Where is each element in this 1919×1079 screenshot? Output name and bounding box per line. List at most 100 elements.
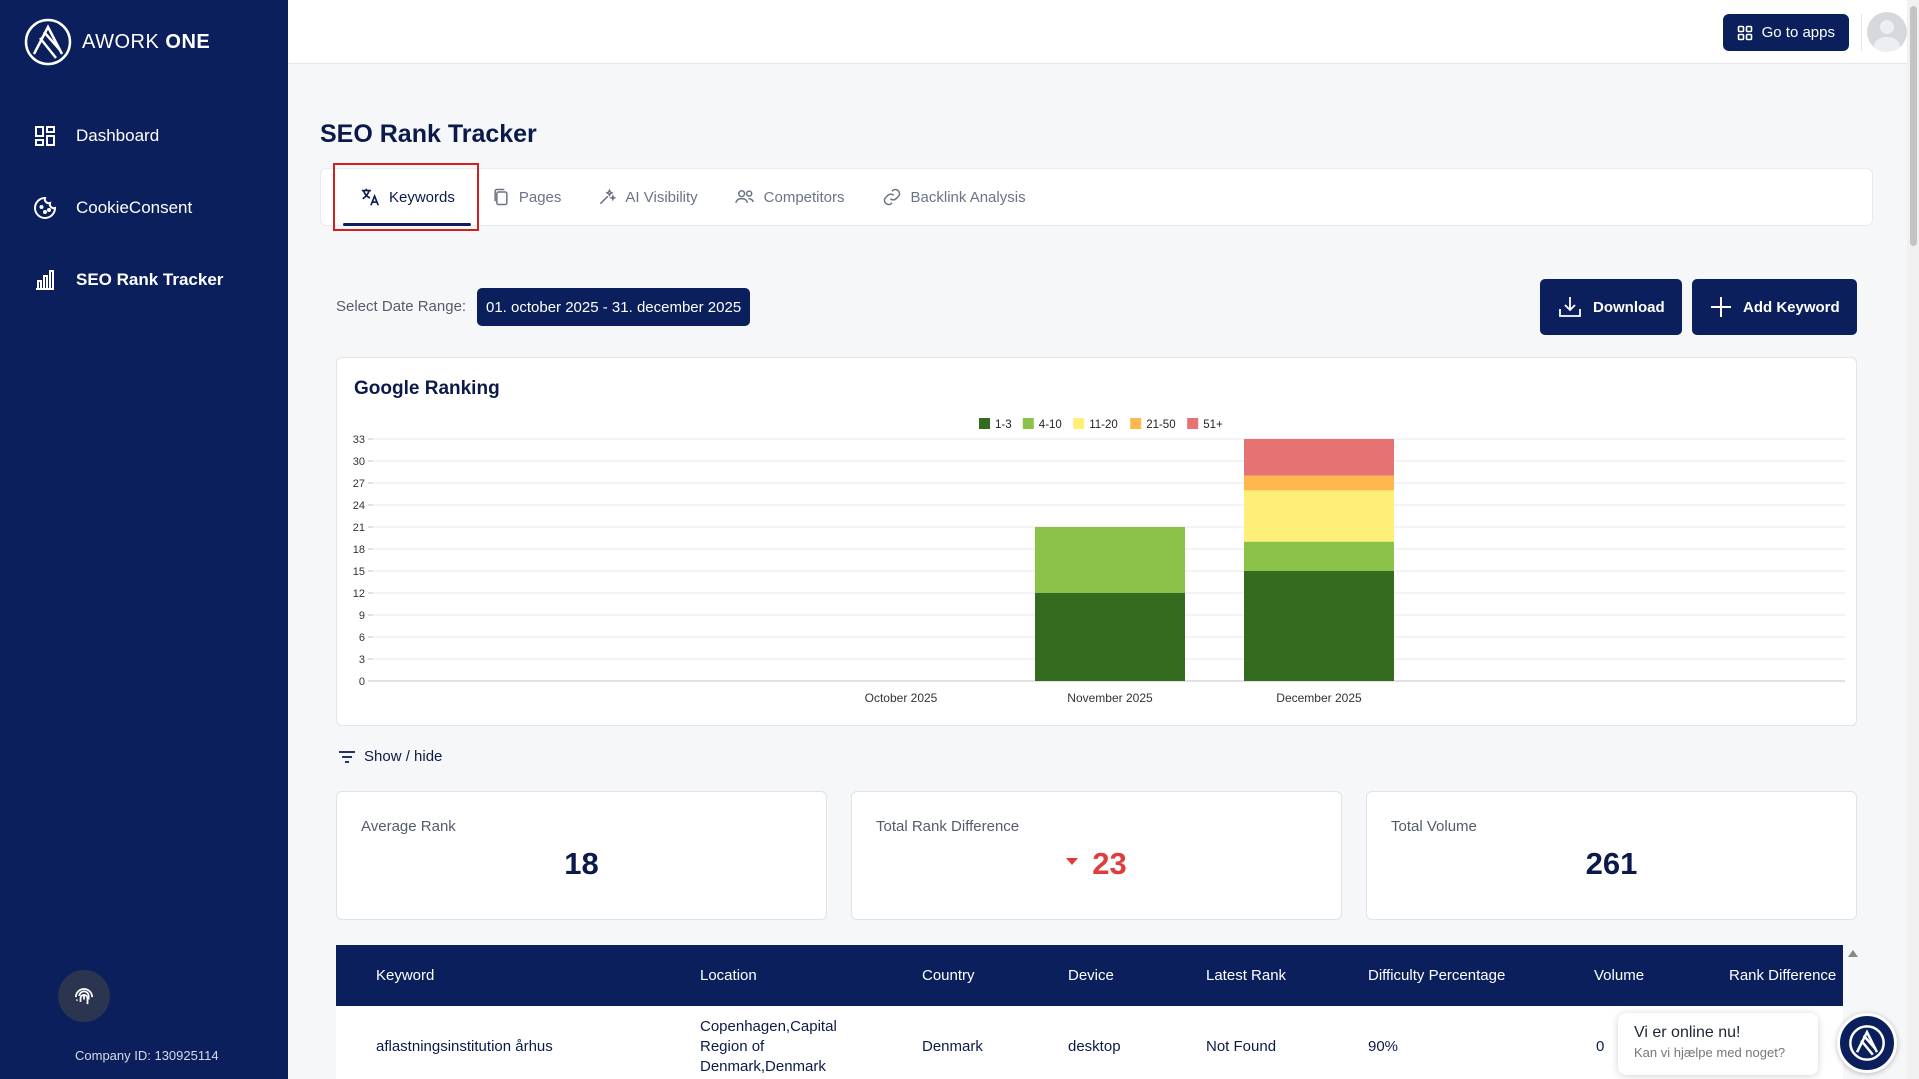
bar-chart-icon [32, 267, 58, 293]
chat-bubble[interactable]: Vi er online nu! Kan vi hjælpe med noget… [1618, 1013, 1818, 1075]
tab-label: Competitors [763, 188, 845, 206]
show-hide-toggle[interactable]: Show / hide [338, 748, 442, 765]
sidebar-item-label: SEO Rank Tracker [76, 270, 224, 289]
chat-subtitle: Kan vi hjælpe med noget? [1634, 1045, 1786, 1060]
y-tick-label: 12 [353, 588, 365, 600]
tab-ai-visibility[interactable]: AI Visibility [579, 168, 715, 226]
cookie-icon [32, 195, 58, 221]
bar-segment-1-3 [1035, 593, 1185, 681]
go-to-apps-label: Go to apps [1761, 24, 1835, 41]
fingerprint-button[interactable] [58, 970, 110, 1022]
cell-device: desktop [1068, 1038, 1121, 1055]
column-header[interactable]: Volume [1594, 967, 1645, 984]
sidebar-nav: Dashboard CookieConsent SEO Rank Tracker [0, 100, 288, 316]
column-header[interactable]: Difficulty Percentage [1368, 967, 1506, 984]
y-tick-label: 33 [353, 434, 365, 446]
y-tick-label: 9 [359, 610, 365, 622]
x-tick-label: December 2025 [1276, 691, 1362, 705]
y-tick-label: 6 [359, 632, 365, 644]
chat-launcher-button[interactable] [1837, 1013, 1897, 1073]
stat-value: 23 [1092, 846, 1127, 881]
brand-logo[interactable]: AWORK ONE [24, 18, 210, 66]
bar-segment-4-10 [1244, 541, 1394, 571]
date-range-label: Select Date Range: [336, 298, 467, 315]
user-icon [1874, 20, 1900, 52]
scrollbar-thumb[interactable] [1910, 6, 1917, 246]
average-rank-card: Average Rank 18 [336, 791, 827, 920]
page-scrollbar[interactable] [1907, 0, 1919, 1079]
total-volume-card: Total Volume 261 [1366, 791, 1857, 920]
stat-label: Total Volume [1391, 818, 1477, 835]
tab-competitors[interactable]: Competitors [716, 168, 863, 226]
page-title: SEO Rank Tracker [320, 120, 537, 148]
download-label: Download [1593, 298, 1665, 316]
bar-segment-21-50 [1244, 475, 1394, 491]
link-icon [883, 188, 900, 206]
y-tick-label: 30 [353, 456, 365, 468]
pages-icon [494, 188, 508, 206]
y-tick-label: 15 [353, 566, 365, 578]
cell-volume: 0 [1596, 1038, 1605, 1055]
date-range-picker[interactable]: 01. october 2025 - 31. december 2025 [477, 288, 751, 326]
google-ranking-chart: 0 3 6 9 12 15 18 21 24 27 30 33 October 2025 November… [353, 418, 1845, 705]
tab-pages[interactable]: Pages [473, 168, 580, 226]
sidebar-item-seo-rank-tracker[interactable]: SEO Rank Tracker [0, 244, 288, 316]
tab-label: Pages [518, 188, 562, 206]
sidebar-item-label: CookieConsent [76, 198, 193, 217]
topbar-divider [1861, 14, 1862, 51]
topbar: Go to apps [288, 0, 1907, 64]
column-header[interactable]: Location [700, 967, 757, 984]
column-header[interactable]: Latest Rank [1206, 967, 1287, 984]
cell-keyword: aflastningsinstitution århus [376, 1038, 553, 1055]
tab-bar: Keywords Pages AI Visibility Competitors… [320, 168, 1873, 226]
column-header[interactable]: Country [922, 967, 975, 984]
chart-title: Google Ranking [354, 378, 500, 399]
bar-segment-51+ [1244, 439, 1394, 476]
legend-swatch [1130, 418, 1142, 429]
table-scroll-up-arrow[interactable] [1848, 950, 1858, 957]
y-tick-label: 21 [353, 522, 365, 534]
down-arrow-icon [1066, 858, 1079, 866]
sidebar-item-dashboard[interactable]: Dashboard [0, 100, 288, 172]
add-keyword-label: Add Keyword [1743, 298, 1840, 316]
legend-swatch [1022, 418, 1034, 429]
y-tick-label: 0 [359, 676, 365, 688]
tab-keywords[interactable]: Keywords [341, 168, 473, 226]
legend-label: 11-20 [1089, 419, 1118, 431]
cell-country: Denmark [922, 1038, 983, 1055]
avatar[interactable] [1867, 12, 1907, 52]
y-tick-label: 24 [353, 500, 365, 512]
company-id: Company ID: 130925114 [75, 1048, 219, 1063]
y-tick-label: 18 [353, 544, 365, 556]
translate-icon [361, 188, 380, 206]
show-hide-label: Show / hide [364, 748, 443, 765]
location-line: Copenhagen,Capital [700, 1017, 837, 1035]
bar-segment-4-10 [1035, 527, 1185, 593]
grid-icon [1737, 25, 1752, 40]
filter-icon [339, 750, 355, 763]
download-button[interactable]: Download [1540, 279, 1682, 335]
column-header[interactable]: Keyword [376, 967, 435, 984]
download-icon [1559, 297, 1581, 317]
column-header[interactable]: Device [1068, 967, 1114, 984]
add-keyword-button[interactable]: Add Keyword [1692, 279, 1857, 335]
tab-backlink-analysis[interactable]: Backlink Analysis [863, 168, 1044, 226]
cell-latest-rank: Not Found [1206, 1038, 1277, 1055]
chat-title: Vi er online nu! [1634, 1024, 1741, 1041]
bar-segment-11-20 [1244, 490, 1394, 542]
go-to-apps-button[interactable]: Go to apps [1722, 14, 1849, 51]
brand-name: AWORK ONE [82, 30, 211, 53]
cell-difficulty: 90% [1368, 1038, 1399, 1055]
awork-logo-icon [24, 18, 72, 66]
sidebar: AWORK ONE Dashboard CookieConsent SEO Ra… [0, 0, 288, 1079]
chat-logo-icon [1849, 1025, 1885, 1061]
tab-label: Backlink Analysis [910, 188, 1026, 206]
stat-label: Total Rank Difference [876, 818, 1020, 835]
sidebar-item-cookieconsent[interactable]: CookieConsent [0, 172, 288, 244]
legend-label: 51+ [1203, 419, 1223, 431]
column-header[interactable]: Rank Difference [1729, 967, 1837, 984]
legend-swatch [1187, 418, 1199, 429]
table-header: Keyword Location Country Device Latest R… [336, 945, 1843, 1006]
x-tick-label: November 2025 [1067, 691, 1153, 705]
table-row[interactable]: aflastningsinstitution århus Copenhagen,… [336, 1006, 1843, 1079]
